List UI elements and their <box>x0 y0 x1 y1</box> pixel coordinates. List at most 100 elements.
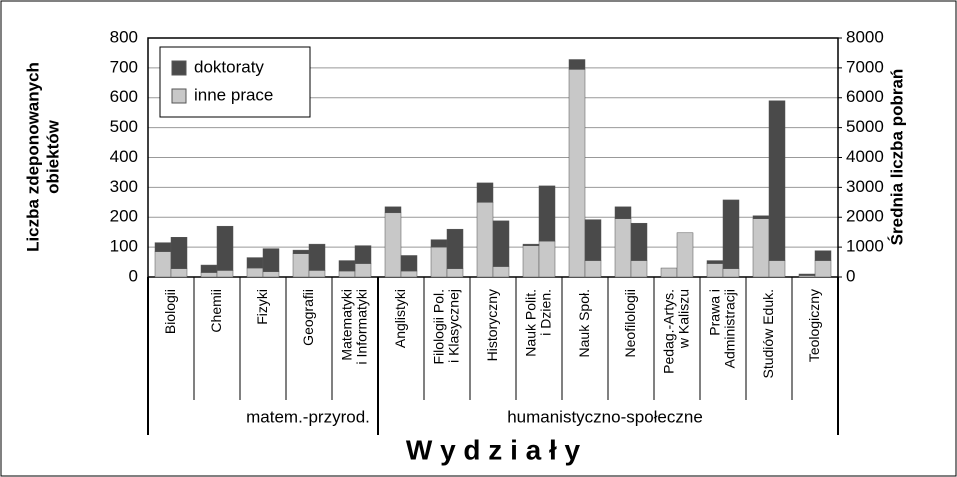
x-tick-label-line: Anglistyki <box>392 289 408 348</box>
y-tick-label: 500 <box>110 117 138 136</box>
bar <box>292 253 310 278</box>
x-tick-label: Nauk Społ. <box>576 289 592 357</box>
bar <box>568 59 586 70</box>
bar-y2 <box>354 245 372 264</box>
y2-tick-label: 4000 <box>846 147 884 166</box>
x-tick-label-line: Pedag.-Artys. <box>660 289 676 374</box>
bar-y2 <box>722 268 740 278</box>
bar <box>522 243 540 246</box>
y-tick-label: 600 <box>110 87 138 106</box>
y2-tick-label: 1000 <box>846 237 884 256</box>
y2-tick-label: 8000 <box>846 27 884 46</box>
bar-y2 <box>584 219 602 261</box>
bar-y2 <box>400 255 418 272</box>
y2-tick-label: 2000 <box>846 207 884 226</box>
x-tick-label: Matematykii Informatyki <box>338 289 369 364</box>
bar <box>430 239 448 248</box>
x-tick-label: Biologii <box>162 289 178 334</box>
bar-y2 <box>446 228 464 269</box>
y2-axis-title: Średnia liczba pobrań <box>887 69 906 246</box>
x-tick-label: Filologii Pol.i Klasycznej <box>430 289 461 364</box>
bar <box>522 245 540 278</box>
bar <box>154 251 172 278</box>
y2-tick-label: 0 <box>846 266 855 285</box>
bar-y2 <box>262 271 280 278</box>
bar-y2 <box>308 270 326 278</box>
bar <box>338 270 356 278</box>
bar <box>706 263 724 278</box>
bar <box>200 264 218 273</box>
y2-tick-label: 7000 <box>846 57 884 76</box>
x-axis-title: W y d z i a ł y <box>406 434 581 465</box>
legend-swatch <box>171 60 187 76</box>
bar-y2 <box>676 232 694 278</box>
x-tick-label: Chemii <box>208 289 224 333</box>
group-label: humanistyczno-społeczne <box>507 407 703 426</box>
legend-box <box>159 46 311 118</box>
bar-y2 <box>768 260 786 278</box>
x-tick-label: Teologiczny <box>806 289 822 362</box>
bar <box>798 273 816 276</box>
legend-label: doktoraty <box>194 57 264 76</box>
y-tick-label: 200 <box>110 207 138 226</box>
group-label: matem.-przyrod. <box>246 407 370 426</box>
bar <box>154 242 172 252</box>
bar <box>246 267 264 278</box>
x-tick-label-line: Geografii <box>300 289 316 346</box>
bar <box>706 260 724 264</box>
bar-y2 <box>308 243 326 271</box>
bar-y2 <box>722 199 740 269</box>
y-tick-label: 700 <box>110 57 138 76</box>
bar-y2 <box>446 268 464 278</box>
y-tick-label: 800 <box>110 27 138 46</box>
bar <box>338 260 356 272</box>
bar <box>430 246 448 278</box>
bar-y2 <box>630 222 648 261</box>
bar <box>660 267 678 278</box>
legend-swatch <box>171 88 187 104</box>
bar-y2 <box>170 237 188 269</box>
bar <box>568 69 586 278</box>
bar-y2 <box>170 268 188 278</box>
x-tick-label: Pedag.-Artys.w Kaliszu <box>660 289 691 374</box>
y-axis-title: Liczba zdeponowanych <box>23 62 42 252</box>
x-tick-label: Geografii <box>300 289 316 346</box>
bar <box>384 206 402 214</box>
bar <box>752 215 770 219</box>
x-tick-label-line: Administracji <box>721 289 737 368</box>
x-tick-label-line: Nauk Społ. <box>576 289 592 357</box>
x-tick-label: Studiów Eduk. <box>760 289 776 379</box>
bar-y2 <box>584 260 602 278</box>
bar <box>614 206 632 219</box>
x-tick-label: Historyczny <box>484 289 500 361</box>
x-tick-label-line: Matematyki <box>338 289 354 361</box>
bar-y2 <box>538 185 556 242</box>
y-tick-label: 100 <box>110 237 138 256</box>
bar <box>614 218 632 278</box>
bar-y2 <box>216 225 234 271</box>
x-tick-label-line: Historyczny <box>484 289 500 361</box>
x-tick-label-line: i Klasycznej <box>445 289 461 363</box>
x-tick-label: Fizyki <box>254 289 270 325</box>
x-tick-label: Anglistyki <box>392 289 408 348</box>
y-tick-label: 300 <box>110 177 138 196</box>
bar-y2 <box>492 220 510 267</box>
legend-label: inne prace <box>194 85 273 104</box>
bar <box>292 249 310 254</box>
bar <box>246 257 264 269</box>
bar <box>476 202 494 278</box>
bar-y2 <box>216 270 234 278</box>
x-tick-label-line: Teologiczny <box>806 289 822 362</box>
x-tick-label-line: i Informatyki <box>353 289 369 364</box>
bar <box>752 218 770 278</box>
x-tick-label-line: Nauk Polit. <box>522 289 538 357</box>
x-tick-label-line: Prawa i <box>706 289 722 336</box>
y-axis-title: obiektów <box>43 119 62 193</box>
x-tick-label-line: Studiów Eduk. <box>760 289 776 379</box>
bar-y2 <box>814 260 832 278</box>
x-tick-label-line: Chemii <box>208 289 224 333</box>
bar-y2 <box>630 260 648 278</box>
bar <box>476 182 494 203</box>
x-tick-label-line: Fizyki <box>254 289 270 325</box>
